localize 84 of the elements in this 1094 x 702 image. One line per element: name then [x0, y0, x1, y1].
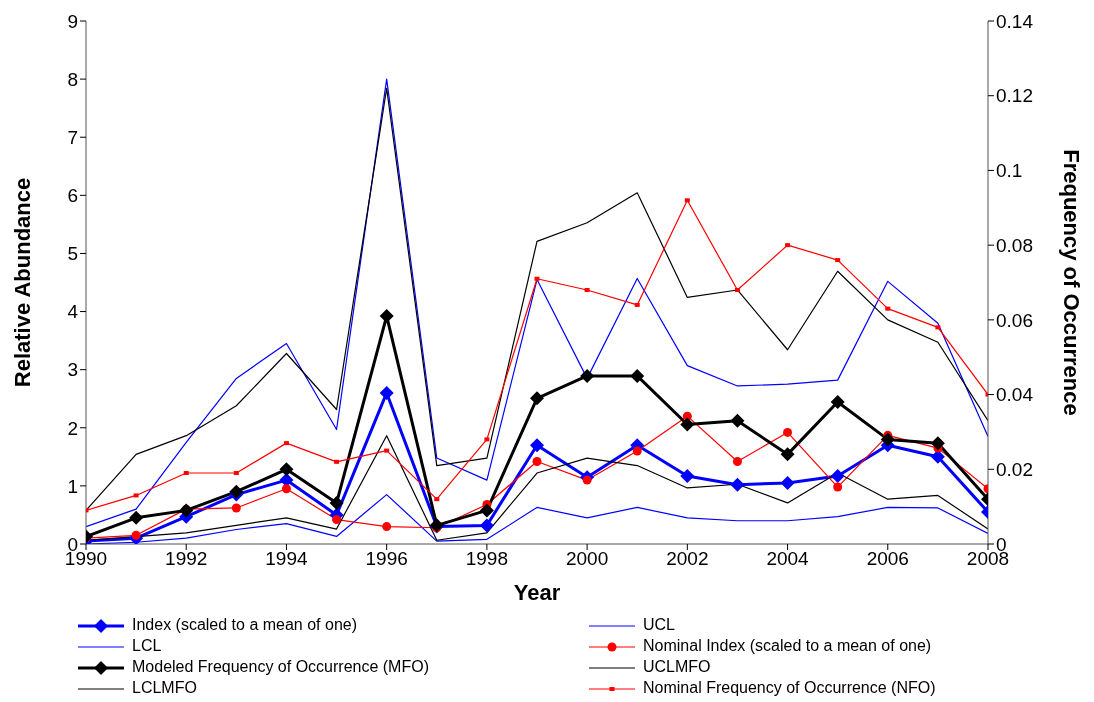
y2-tick-label: 0.14	[996, 10, 1034, 32]
x-tick-label: 1992	[165, 548, 208, 570]
point	[730, 477, 745, 492]
point	[885, 306, 891, 311]
y-tick-label: 9	[67, 10, 78, 32]
legend-label: UCL	[642, 615, 676, 635]
x-tick-label: 2006	[866, 548, 909, 570]
y2-tick-label: 0.06	[996, 309, 1033, 331]
point	[780, 475, 795, 490]
x-tick-label: 2000	[565, 548, 609, 570]
point	[732, 456, 742, 466]
point	[233, 471, 239, 476]
point	[780, 447, 795, 462]
point	[580, 368, 595, 383]
x-tick-label: 2004	[766, 548, 810, 570]
point	[584, 287, 590, 292]
point	[830, 469, 845, 484]
y2-tick-label: 0.12	[996, 85, 1033, 107]
y-tick-label: 1	[67, 475, 78, 497]
point	[630, 368, 645, 383]
y2-tick-label: 0.04	[996, 384, 1034, 406]
point	[479, 518, 494, 533]
point	[530, 438, 544, 453]
point	[830, 395, 845, 410]
point	[833, 482, 843, 492]
point	[930, 436, 945, 451]
y-axis-title: Relative Abundance	[9, 177, 35, 388]
y2-tick-label: 0.08	[996, 234, 1033, 256]
legend-label: Index (scaled to a mean of one)	[131, 615, 359, 635]
y2-axis-title: Frequency of Occurrence	[1059, 149, 1085, 416]
point	[532, 456, 542, 466]
point	[332, 515, 342, 525]
y-tick-label: 3	[67, 359, 78, 381]
point	[534, 276, 540, 281]
y-tick-label: 6	[67, 185, 78, 207]
point	[935, 325, 941, 330]
legend-label: Nominal Frequency of Occurrence (NFO)	[642, 678, 937, 698]
point	[734, 287, 740, 292]
y-tick-label: 8	[67, 68, 78, 90]
point	[379, 385, 394, 400]
x-axis-title: Year	[513, 580, 561, 605]
point	[379, 309, 394, 324]
point	[384, 448, 390, 453]
point	[179, 503, 194, 518]
point	[680, 469, 695, 484]
legend-label: LCL	[131, 636, 163, 656]
x-tick-label: 1994	[265, 548, 308, 570]
point	[632, 446, 642, 456]
point	[484, 437, 490, 442]
legend-label: UCLMFO	[642, 657, 712, 677]
y2-tick-label: 0.02	[996, 459, 1033, 481]
point	[684, 198, 690, 203]
point	[281, 484, 291, 494]
point	[680, 417, 695, 432]
point	[434, 497, 440, 502]
point	[634, 302, 640, 307]
x-tick-label: 1998	[465, 548, 509, 570]
legend-label: LCLMFO	[131, 678, 198, 698]
point	[382, 522, 392, 532]
point	[329, 495, 344, 510]
y-tick-label: 2	[67, 417, 78, 439]
y-tick-label: 7	[67, 126, 78, 148]
point	[730, 413, 745, 428]
point	[279, 462, 294, 477]
point	[131, 530, 141, 540]
point	[479, 503, 494, 518]
y-tick-label: 4	[67, 301, 79, 323]
point	[835, 258, 841, 263]
x-tick-label: 1996	[365, 548, 408, 570]
point	[334, 459, 340, 464]
point	[183, 471, 189, 476]
point	[231, 503, 241, 513]
x-tick-label: 2002	[666, 548, 709, 570]
legend-label: Modeled Frequency of Occurrence (MFO)	[131, 657, 430, 677]
y-tick-label: 5	[67, 243, 78, 265]
point	[530, 391, 544, 406]
point	[133, 493, 139, 498]
point	[283, 441, 289, 446]
point	[785, 243, 791, 248]
y2-tick-label: 0.1	[996, 160, 1023, 182]
legend-label: Nominal Index (scaled to a mean of one)	[642, 636, 933, 656]
point	[880, 432, 895, 447]
point	[783, 427, 793, 437]
point	[129, 510, 144, 525]
